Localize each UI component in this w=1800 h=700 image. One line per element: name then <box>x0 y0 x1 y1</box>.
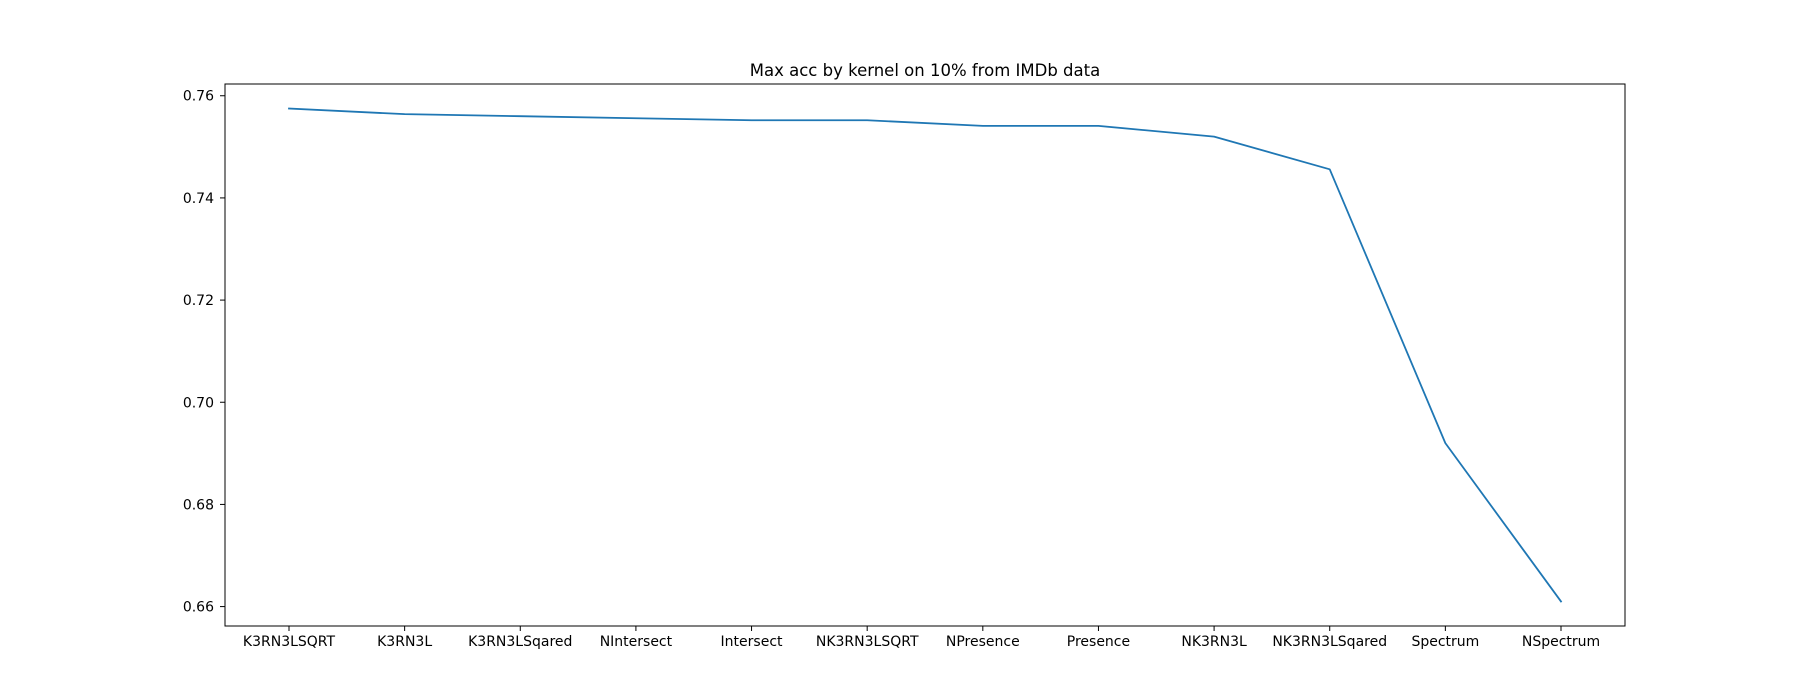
x-tick-label: NIntersect <box>600 634 673 650</box>
axes: K3RN3LSQRT K3RN3L K3RN3LSqared NIntersect In… <box>183 83 1626 650</box>
x-tick-label: Intersect <box>721 634 783 650</box>
x-tick-label: NSpectrum <box>1522 634 1600 650</box>
y-tick-label: 0.76 <box>183 89 214 105</box>
x-tick-label: K3RN3LSQRT <box>243 634 336 650</box>
chart-title: Max acc by kernel on 10% from IMDb data <box>750 61 1100 80</box>
x-tick-label: NPresence <box>946 634 1020 650</box>
plot-area <box>288 107 1563 603</box>
x-tick-label: K3RN3L <box>377 634 432 650</box>
x-tick-label: Presence <box>1067 634 1130 650</box>
y-tick-label: 0.74 <box>183 191 214 207</box>
y-tick-label: 0.70 <box>183 395 214 411</box>
y-tick-label: 0.68 <box>183 497 214 513</box>
x-tick-label: K3RN3LSqared <box>468 634 572 650</box>
x-tick-label: NK3RN3LSQRT <box>816 634 919 650</box>
y-tick-label: 0.72 <box>183 293 214 309</box>
x-tick-label: Spectrum <box>1411 634 1479 650</box>
series-line-0 <box>288 107 1563 603</box>
x-tick-label: NK3RN3LSqared <box>1272 634 1387 650</box>
plot-frame <box>224 83 1626 627</box>
y-tick-label: 0.66 <box>183 600 214 616</box>
x-tick-label: NK3RN3L <box>1181 634 1247 650</box>
